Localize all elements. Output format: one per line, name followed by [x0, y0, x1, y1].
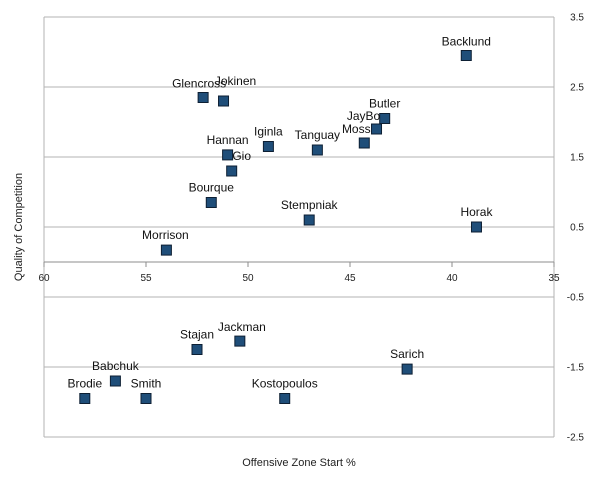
x-tick-label: 45 [344, 273, 356, 284]
point-brodie [79, 393, 91, 404]
point-morrison [160, 244, 172, 256]
point-sarich [401, 363, 413, 375]
y-tick-label: -2.5 [567, 433, 585, 444]
y-tick-label: 0.5 [570, 223, 584, 234]
axes [43, 17, 555, 437]
x-tick-label: 35 [548, 273, 560, 284]
y-tick-label: 3.5 [570, 13, 584, 24]
y-axis-title: Quality of Competition [13, 173, 25, 281]
point-label-hannan: Hannan [207, 133, 249, 147]
y-tick-label: 1.5 [570, 153, 584, 164]
point-label-butler: Butler [369, 97, 400, 111]
tick-labels: 3.5 2.5 1.5 0.5 -0.5 -1.5 -2.5 60 55 50 45 40 35 [38, 13, 584, 444]
point-hannan [222, 149, 234, 161]
point-label-stempniak: Stempniak [281, 198, 339, 212]
point-label-stajan: Stajan [180, 328, 214, 342]
point-label-horak: Horak [460, 205, 493, 219]
point-stempniak [303, 214, 315, 226]
y-tick-label: 2.5 [570, 83, 584, 94]
point-label-kostopoulos: Kostopoulos [252, 377, 318, 391]
point-label-morrison: Morrison [142, 228, 189, 242]
point-bourque [205, 197, 217, 208]
point-stajan [191, 344, 203, 355]
point-tanguay [311, 144, 323, 156]
x-tick-label: 55 [140, 273, 152, 284]
gridlines [44, 16, 554, 438]
point-jaybo [371, 123, 383, 135]
point-smith [140, 393, 152, 404]
point-iginla [262, 141, 274, 152]
point-backlund [460, 50, 472, 61]
x-tick-label: 50 [242, 273, 254, 284]
y-tick-label: -0.5 [567, 293, 585, 304]
point-moss [358, 137, 370, 149]
point-label-babchuk: Babchuk [92, 359, 140, 373]
x-tick-label: 40 [446, 273, 458, 284]
data-points [79, 50, 482, 404]
point-label-brodie: Brodie [67, 377, 102, 391]
y-tick-label: -1.5 [567, 363, 585, 374]
point-label-jokinen: Jokinen [215, 74, 256, 88]
point-label-sarich: Sarich [390, 347, 424, 361]
point-label-backlund: Backlund [442, 35, 491, 49]
point-gio [226, 165, 238, 177]
x-tick-label: 60 [38, 273, 50, 284]
point-glencross [197, 92, 209, 103]
point-kostopoulos [279, 393, 291, 404]
point-horak [470, 221, 482, 233]
point-label-jackman: Jackman [218, 320, 266, 334]
point-label-iginla: Iginla [254, 125, 283, 139]
point-label-glencross: Glencross [172, 77, 226, 91]
x-axis-title: Offensive Zone Start % [242, 457, 356, 469]
point-butler [379, 113, 391, 124]
point-label-smith: Smith [131, 377, 162, 391]
point-babchuk [109, 375, 121, 387]
point-label-gio: Gio [232, 149, 251, 163]
point-label-tanguay: Tanguay [295, 128, 340, 142]
point-label-bourque: Bourque [189, 181, 235, 195]
point-label-moss: Moss [342, 122, 371, 136]
point-jokinen [218, 95, 230, 107]
point-label-jaybo: JayBo [347, 109, 381, 123]
point-jackman [234, 335, 246, 347]
